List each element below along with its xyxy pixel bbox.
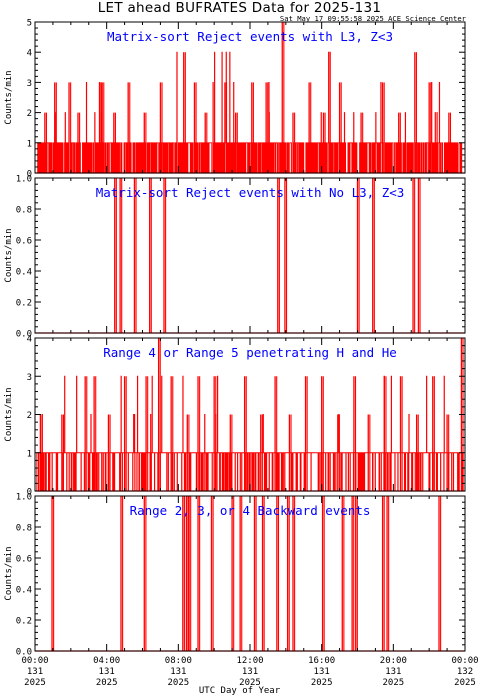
y-tick-label: 0.0 — [16, 648, 32, 658]
chart-title: LET ahead BUFRATES Data for 2025-131 — [97, 0, 382, 16]
y-tick-label: 0.6 — [16, 237, 32, 247]
y-tick-label: 0.8 — [16, 524, 32, 534]
panel-title: Range 4 or Range 5 penetrating H and He — [103, 345, 397, 360]
y-axis-label: Counts/min — [4, 546, 14, 600]
y-tick-label: 5 — [27, 19, 32, 29]
panel-title: Matrix-sort Reject events with No L3, Z<… — [96, 185, 405, 200]
timestamp: Sat May 17 09:55:58 2025 ACE Science Cen… — [279, 14, 466, 23]
x-tick-label: 08:00 — [165, 656, 192, 666]
y-tick-label: 4 — [27, 335, 32, 345]
y-tick-label: 0.8 — [16, 206, 32, 216]
x-tick-label: 2025 — [167, 678, 189, 688]
x-tick-label: 2025 — [382, 678, 404, 688]
x-tick-label: 131 — [27, 667, 43, 677]
y-tick-label: 1 — [27, 139, 32, 149]
y-tick-label: 0.4 — [16, 586, 32, 596]
x-axis-label: UTC Day of Year — [198, 686, 281, 696]
y-tick-label: 4 — [27, 49, 32, 59]
y-tick-label: 0.2 — [16, 617, 32, 627]
x-tick-label: 20:00 — [380, 656, 407, 666]
x-tick-label: 04:00 — [93, 656, 120, 666]
panel-title: Range 2, 3, or 4 Backward events — [130, 503, 371, 518]
x-tick-label: 2025 — [311, 678, 333, 688]
y-tick-label: 2 — [27, 411, 32, 421]
x-tick-label: 131 — [314, 667, 330, 677]
y-tick-label: 1.0 — [16, 493, 32, 503]
y-tick-label: 0.4 — [16, 268, 32, 278]
y-tick-label: 1.0 — [16, 175, 32, 185]
x-tick-label: 131 — [385, 667, 401, 677]
y-tick-label: 0.6 — [16, 555, 32, 565]
y-tick-label: 0.2 — [16, 299, 32, 309]
x-tick-label: 131 — [170, 667, 186, 677]
x-tick-label: 2025 — [96, 678, 118, 688]
y-tick-label: 0 — [27, 488, 32, 498]
series-activity — [36, 375, 464, 492]
x-tick-label: 2025 — [454, 678, 476, 688]
y-axis-label: Counts/min — [4, 387, 14, 441]
x-tick-label: 132 — [457, 667, 473, 677]
panel-frame — [34, 495, 466, 652]
x-tick-label: 131 — [99, 667, 115, 677]
x-tick-label: 12:00 — [236, 656, 263, 666]
y-tick-label: 0.0 — [16, 330, 32, 340]
panel-frame — [34, 177, 466, 334]
x-tick-label: 2025 — [24, 678, 46, 688]
x-tick-label: 2025 — [239, 678, 261, 688]
y-tick-label: 3 — [27, 79, 32, 89]
x-tick-label: 131 — [242, 667, 258, 677]
y-tick-label: 2 — [27, 109, 32, 119]
x-tick-label: 16:00 — [308, 656, 335, 666]
y-tick-label: 1 — [27, 449, 32, 459]
panel-title: Matrix-sort Reject events with L3, Z<3 — [107, 29, 393, 44]
y-axis-label: Counts/min — [4, 70, 14, 124]
y-axis-label: Counts/min — [4, 228, 14, 282]
y-tick-label: 0 — [27, 170, 32, 180]
x-tick-label: 00:00 — [451, 656, 478, 666]
x-tick-label: 00:00 — [21, 656, 48, 666]
y-tick-label: 3 — [27, 373, 32, 383]
